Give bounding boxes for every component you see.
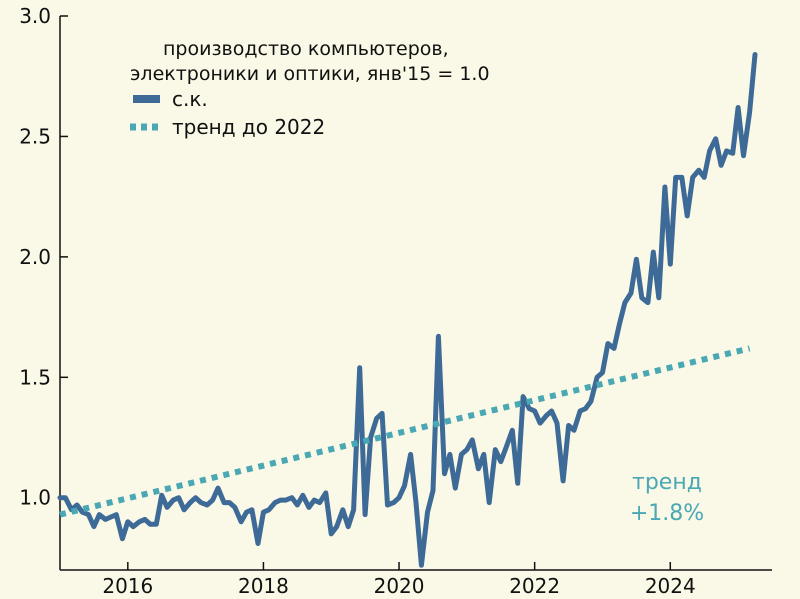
y-tick-label: 1.5	[19, 365, 51, 389]
x-axis-ticks: 2016 2018 2020 2022 2024	[102, 562, 696, 598]
series-line-trend	[59, 345, 751, 518]
y-tick-label: 2.0	[19, 245, 51, 269]
x-tick-label: 2020	[374, 574, 425, 598]
y-tick-label: 1.0	[19, 486, 51, 510]
y-tick-label: 2.5	[19, 124, 51, 148]
trend-annotation-line-1: тренд	[632, 470, 702, 495]
legend-title-line-2: электроники и оптики, янв'15 = 1.0	[130, 63, 490, 85]
legend-label-trend: тренд до 2022	[172, 115, 325, 139]
y-tick-label: 3.0	[19, 4, 51, 28]
x-tick-label: 2022	[509, 574, 560, 598]
legend-label-sk: с.к.	[172, 87, 208, 111]
series-layer	[57, 52, 758, 568]
x-tick-label: 2016	[102, 574, 153, 598]
x-tick-label: 2018	[238, 574, 289, 598]
x-tick-label: 2024	[645, 574, 696, 598]
series-line-sk	[57, 52, 758, 568]
trend-annotation-line-2: +1.8%	[630, 501, 704, 526]
y-axis-ticks: 1.0 1.5 2.0 2.5 3.0	[19, 4, 68, 510]
legend: производство компьютеров, электроники и …	[130, 38, 490, 139]
trend-annotation: тренд +1.8%	[630, 470, 704, 526]
legend-title-line-1: производство компьютеров,	[163, 38, 449, 60]
